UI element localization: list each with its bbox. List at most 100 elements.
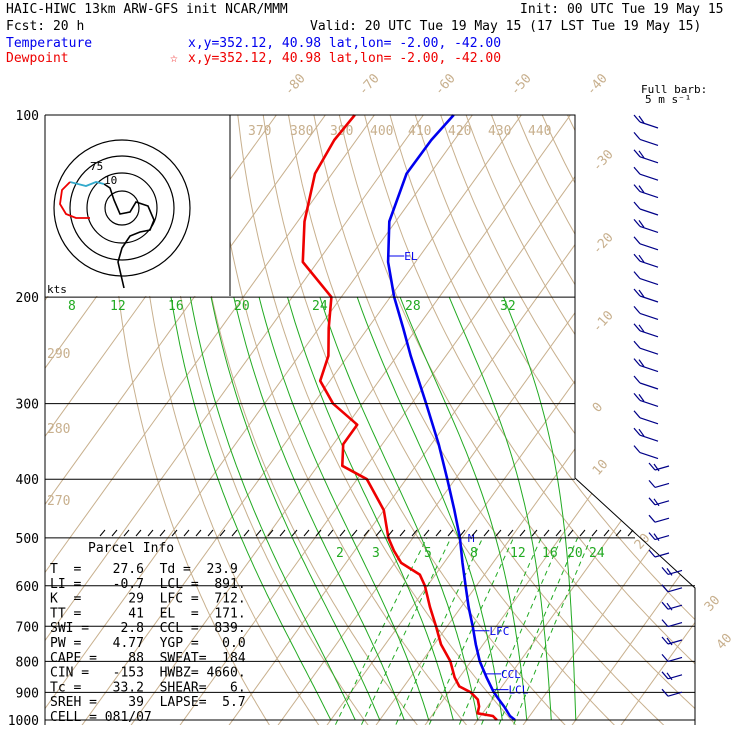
mixing-ratio-label: 28 bbox=[405, 299, 421, 314]
mixing-ratio-label: 12 bbox=[110, 299, 126, 314]
hatch-mark bbox=[627, 529, 634, 537]
hatch-mark bbox=[519, 529, 526, 537]
mixing-ratio-label: 16 bbox=[542, 546, 558, 561]
dry-adiabat bbox=[505, 115, 695, 725]
parcel-title: Parcel Info bbox=[88, 541, 174, 556]
hatch-mark bbox=[339, 529, 346, 537]
wind-barb bbox=[633, 427, 659, 442]
mixing-ratio-line bbox=[455, 537, 542, 725]
dry-adiabat bbox=[554, 115, 695, 725]
hatch-mark bbox=[231, 529, 238, 537]
isotherm-line bbox=[174, 115, 640, 725]
wind-barb bbox=[633, 184, 659, 199]
pressure-tick-label: 900 bbox=[16, 686, 39, 701]
isotherm-line bbox=[45, 115, 395, 725]
wind-barb bbox=[648, 497, 670, 507]
mixing-ratio-line bbox=[495, 537, 579, 725]
pressure-tick-label: 800 bbox=[16, 655, 39, 670]
wind-barb bbox=[633, 340, 659, 355]
dry-adiabat bbox=[234, 115, 524, 725]
mixing-ratio-label: 24 bbox=[312, 299, 328, 314]
wind-barb bbox=[633, 132, 659, 146]
hatch-mark bbox=[495, 529, 502, 537]
wind-barb bbox=[661, 584, 683, 593]
mixing-ratio-label: 8 bbox=[68, 299, 76, 314]
parcel-row: CAPE = 88 SWEAT= 184 bbox=[50, 651, 246, 666]
hodo-ring-label-2: 10 bbox=[104, 174, 117, 187]
hodo-ring-3 bbox=[69, 155, 175, 261]
hatch-mark bbox=[219, 529, 226, 537]
hatch-mark bbox=[423, 529, 430, 537]
isotherm-label: -70 bbox=[356, 71, 383, 98]
parcel-row: SREH = 39 LAPSE= 5.7 bbox=[50, 695, 246, 710]
level-mark-lfc: LFC bbox=[489, 625, 509, 638]
wind-barb bbox=[633, 375, 659, 390]
mixing-ratio-label: 24 bbox=[589, 546, 605, 561]
theta-label: 420 bbox=[448, 124, 471, 139]
wind-barb bbox=[633, 271, 659, 286]
hatch-mark bbox=[111, 529, 118, 537]
mixing-ratio-label: 5 bbox=[424, 546, 432, 561]
wind-barb bbox=[633, 323, 659, 338]
moist-adiabat bbox=[503, 296, 577, 721]
wind-barb bbox=[661, 619, 683, 628]
isotherm-label: 10 bbox=[590, 457, 612, 479]
hatch-mark bbox=[207, 529, 214, 537]
hatch-mark bbox=[279, 529, 286, 537]
wind-barb bbox=[633, 393, 659, 407]
theta-label: 370 bbox=[248, 124, 271, 139]
hatch-mark bbox=[159, 529, 166, 537]
hatch-mark bbox=[411, 529, 418, 537]
dry-adiabat bbox=[109, 115, 275, 725]
wind-barb bbox=[633, 288, 659, 303]
theta-label: 400 bbox=[370, 124, 393, 139]
temperature-location: x,y=352.12, 40.98 lat,lon= -2.00, -42.00 bbox=[188, 36, 501, 51]
isotherm-line bbox=[321, 115, 695, 725]
parcel-row: CELL = 081/07 bbox=[50, 710, 152, 725]
mixing-ratio-line bbox=[509, 537, 592, 725]
dewpoint-legend: Dewpoint bbox=[6, 51, 69, 66]
hatch-mark bbox=[243, 529, 250, 537]
hatch-mark bbox=[603, 529, 610, 537]
hodo-ring-2 bbox=[86, 172, 158, 244]
dry-adiabat bbox=[382, 115, 695, 725]
hatch-mark bbox=[387, 529, 394, 537]
pressure-tick-label: 500 bbox=[16, 532, 39, 547]
pressure-tick-label: 200 bbox=[16, 291, 39, 306]
theta-label: 270 bbox=[47, 494, 70, 509]
hatch-mark bbox=[531, 529, 538, 537]
forecast-hour: Fcst: 20 h bbox=[6, 19, 84, 34]
wind-barb bbox=[633, 114, 659, 129]
pressure-tick-label: 1000 bbox=[8, 714, 39, 729]
theta-label: 290 bbox=[47, 347, 70, 362]
wind-barb bbox=[633, 306, 659, 320]
parcel-row: LI = -0.7 LCL = 891. bbox=[50, 577, 246, 592]
isotherm-line bbox=[45, 115, 493, 725]
wind-barb bbox=[633, 219, 659, 233]
dry-adiabat bbox=[283, 115, 623, 725]
wind-barb bbox=[633, 149, 659, 164]
wind-barb bbox=[633, 445, 659, 460]
hatch-mark bbox=[123, 529, 130, 537]
parcel-row: Tc = 33.2 SHEAR= 6. bbox=[50, 680, 246, 695]
valid-time: Valid: 20 UTC Tue 19 May 15 (17 LST Tue … bbox=[310, 19, 701, 34]
temperature-legend: Temperature bbox=[6, 36, 92, 51]
wind-barb bbox=[648, 462, 670, 472]
isotherm-line bbox=[45, 115, 444, 725]
dry-adiabat bbox=[160, 115, 375, 725]
hatch-mark bbox=[99, 529, 106, 537]
wind-barb bbox=[633, 253, 659, 268]
pressure-tick-label: 700 bbox=[16, 620, 39, 635]
wind-barb bbox=[648, 480, 670, 488]
hatch-mark bbox=[615, 529, 622, 537]
wind-barb bbox=[633, 166, 659, 181]
isotherm-label: -50 bbox=[508, 71, 535, 98]
parcel-row: K = 29 LFC = 712. bbox=[50, 592, 246, 607]
parcel-row: TT = 41 EL = 171. bbox=[50, 606, 246, 621]
wind-barb bbox=[633, 410, 659, 425]
level-mark-lcl: LCL bbox=[508, 684, 528, 697]
hatch-mark bbox=[375, 529, 382, 537]
hodo-units: kts bbox=[47, 283, 67, 296]
